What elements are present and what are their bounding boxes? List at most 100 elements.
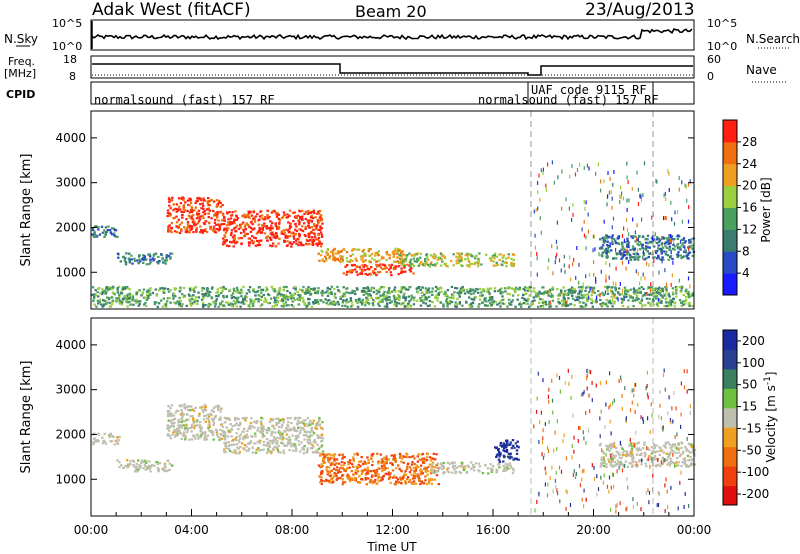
data-cell [585, 200, 587, 205]
data-cell [172, 292, 176, 296]
data-cell [416, 473, 419, 476]
data-cell [415, 464, 419, 467]
data-cell [688, 241, 691, 244]
data-cell [402, 461, 405, 464]
data-cell [350, 477, 354, 480]
data-cell [638, 235, 641, 238]
data-cell [428, 456, 432, 459]
data-cell [318, 241, 322, 244]
data-cell [184, 438, 187, 441]
data-cell [306, 220, 310, 223]
data-cell [586, 299, 589, 302]
data-cell [518, 286, 521, 289]
data-cell [93, 295, 96, 298]
data-cell [212, 419, 215, 422]
data-cell [258, 294, 261, 297]
data-cell [261, 228, 264, 231]
freq-tick-bottom: 8 [69, 70, 76, 83]
data-cell [346, 473, 349, 476]
data-cell [682, 250, 686, 253]
data-cell [633, 247, 637, 250]
data-cell [138, 302, 141, 305]
data-cell [350, 470, 353, 473]
data-cell [204, 228, 207, 231]
data-cell [366, 472, 370, 475]
data-cell [221, 430, 225, 433]
data-cell [197, 215, 200, 218]
data-cell [330, 481, 333, 484]
data-cell [275, 215, 279, 218]
data-cell [633, 299, 637, 302]
data-cell [416, 460, 419, 463]
data-cell [272, 236, 275, 239]
data-cell [218, 199, 221, 203]
data-cell [98, 233, 102, 236]
data-cell [94, 440, 98, 443]
data-cell [307, 209, 310, 213]
data-cell [372, 452, 375, 456]
data-cell [147, 467, 150, 470]
data-cell [448, 296, 451, 299]
data-cell [219, 433, 222, 436]
data-cell [409, 478, 412, 482]
data-cell [101, 436, 104, 439]
data-cell [483, 463, 487, 467]
data-cell [161, 286, 164, 290]
data-cell [221, 204, 224, 207]
data-cell [184, 426, 187, 429]
data-cell [297, 303, 301, 306]
data-cell [182, 413, 186, 416]
data-cell [645, 245, 648, 248]
data-cell [636, 291, 639, 294]
data-cell [188, 299, 192, 302]
data-cell [259, 304, 262, 308]
data-cell [410, 294, 413, 297]
data-cell [520, 303, 523, 306]
data-cell [241, 291, 244, 294]
data-cell [608, 275, 610, 280]
power-colorbar-segment [723, 207, 737, 230]
data-cell [168, 212, 172, 215]
data-cell [339, 255, 342, 258]
data-cell [498, 451, 501, 454]
data-cell [196, 199, 199, 202]
data-cell [201, 229, 204, 232]
data-cell [460, 257, 463, 260]
data-cell [660, 300, 663, 303]
data-cell [591, 300, 595, 303]
data-cell [606, 249, 610, 252]
data-cell [202, 199, 206, 202]
data-cell [678, 455, 682, 458]
data-cell [351, 289, 354, 292]
data-cell [388, 287, 391, 290]
data-cell [170, 412, 173, 415]
data-cell [189, 286, 192, 290]
data-cell [263, 435, 266, 438]
data-cell [428, 295, 431, 298]
data-cell [227, 430, 230, 434]
data-cell [681, 180, 683, 185]
data-cell [606, 247, 610, 250]
data-cell [301, 421, 304, 425]
data-cell [221, 219, 225, 222]
data-cell [290, 245, 293, 248]
data-cell [303, 424, 306, 427]
data-cell [523, 286, 527, 289]
data-cell [521, 296, 524, 299]
data-cell [446, 295, 449, 298]
data-cell [690, 443, 693, 446]
data-cell [351, 291, 354, 294]
data-cell [549, 305, 553, 308]
data-cell [323, 455, 326, 458]
data-cell [563, 263, 565, 268]
data-cell [523, 297, 526, 300]
data-cell [178, 404, 181, 407]
data-cell [320, 426, 323, 429]
data-cell [251, 223, 254, 226]
data-cell [139, 465, 142, 468]
data-cell [277, 425, 281, 429]
data-cell [97, 433, 100, 436]
data-cell [625, 266, 627, 271]
data-cell [488, 295, 492, 298]
data-cell [215, 434, 219, 437]
